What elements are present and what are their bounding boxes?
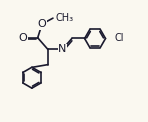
Text: Cl: Cl: [115, 34, 124, 43]
Text: CH₃: CH₃: [55, 13, 73, 23]
Text: N: N: [58, 44, 67, 54]
Text: O: O: [19, 33, 28, 43]
Text: O: O: [38, 19, 46, 29]
